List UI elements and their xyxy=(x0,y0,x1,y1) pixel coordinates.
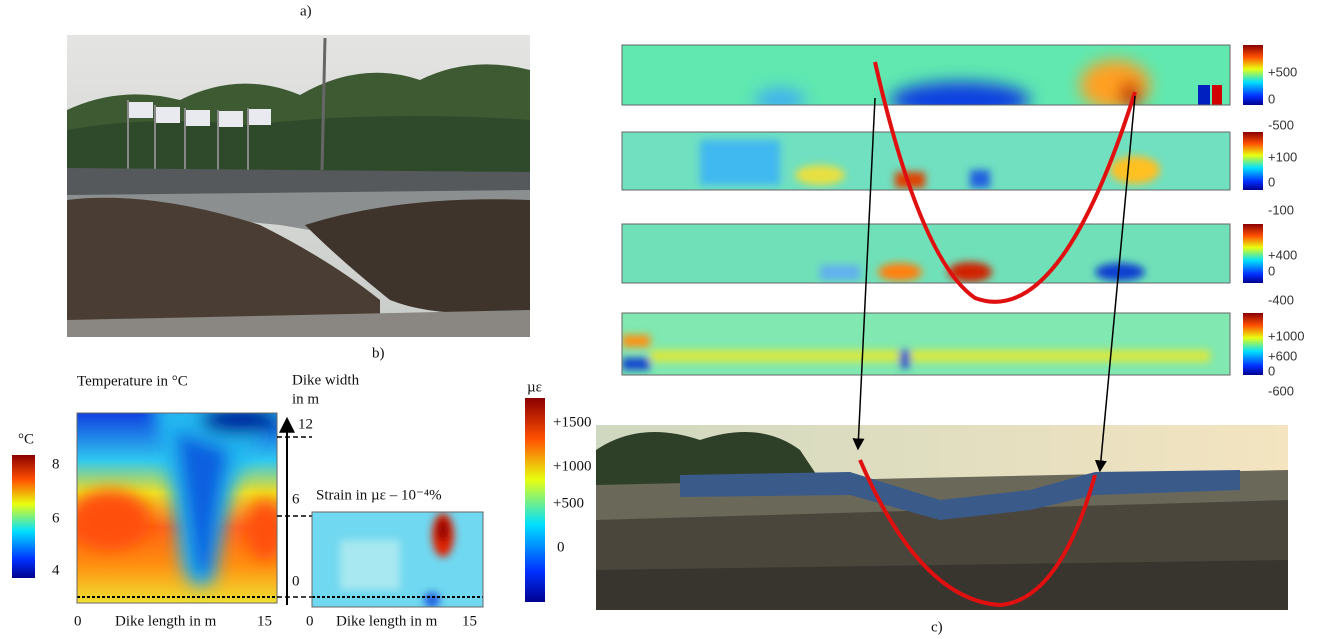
colorbars xyxy=(1243,45,1263,375)
heatmap xyxy=(622,313,1230,375)
x-tick-label: 15 xyxy=(257,613,272,629)
heatmap xyxy=(622,45,1230,118)
colorbar-label: 4 xyxy=(52,562,60,578)
strain-heatmap xyxy=(312,512,483,608)
colorbar-label: 6 xyxy=(52,510,60,526)
colorbar xyxy=(525,398,545,602)
colorbar-label: 0 xyxy=(1268,263,1275,278)
panel-label: c) xyxy=(931,619,943,635)
temperature-heatmap xyxy=(70,400,290,603)
axis-label: in m xyxy=(292,391,319,407)
heatmap xyxy=(622,132,1230,190)
colorbar-label: +600 xyxy=(1268,348,1297,363)
colorbar xyxy=(12,455,35,578)
x-tick-label: 0 xyxy=(306,613,314,629)
panel-label: b) xyxy=(372,345,385,361)
x-axis-label: Dike length in m xyxy=(336,613,438,629)
colorbar-unit: µε xyxy=(527,379,542,395)
axis-tick-label: 12 xyxy=(298,416,313,432)
colorbar-label: 0 xyxy=(557,539,565,555)
colorbar-label: +1500 xyxy=(553,414,591,430)
colorbar-label: 8 xyxy=(52,456,60,472)
colorbar-label: +500 xyxy=(553,495,584,511)
colorbar-label: -100 xyxy=(1268,202,1294,217)
colorbar-label: -600 xyxy=(1268,383,1294,398)
panel-label: a) xyxy=(300,3,312,19)
colorbar-label: +500 xyxy=(1268,64,1297,79)
photo-a xyxy=(67,35,530,337)
axis-tick-label: 6 xyxy=(292,491,300,507)
heatmap-title: Strain in µε – 10⁻⁴% xyxy=(316,487,442,503)
axis-label: Dike width xyxy=(292,372,360,388)
colorbar-label: 0 xyxy=(1268,363,1275,378)
x-axis-label: Dike length in m xyxy=(115,613,217,629)
colorbar-label: 0 xyxy=(1268,174,1275,189)
colorbar-label: +100 xyxy=(1268,149,1297,164)
heatmap-title: Temperature in °C xyxy=(77,373,188,389)
heatmap xyxy=(622,224,1230,283)
colorbar-label: 0 xyxy=(1268,91,1275,106)
x-tick-label: 0 xyxy=(74,613,82,629)
x-tick-label: 15 xyxy=(462,613,477,629)
colorbar-unit: °C xyxy=(18,431,34,447)
colorbar-label: +1000 xyxy=(1268,328,1305,343)
colorbar-label: -400 xyxy=(1268,292,1294,307)
colorbar-label: +400 xyxy=(1268,247,1297,262)
colorbar-label: +1000 xyxy=(553,458,591,474)
figure: a) b) Temperature in °C °C 8 6 4 Dike wi… xyxy=(0,0,1323,639)
axis-tick-label: 0 xyxy=(292,573,300,589)
colorbar-label: -500 xyxy=(1268,117,1294,132)
